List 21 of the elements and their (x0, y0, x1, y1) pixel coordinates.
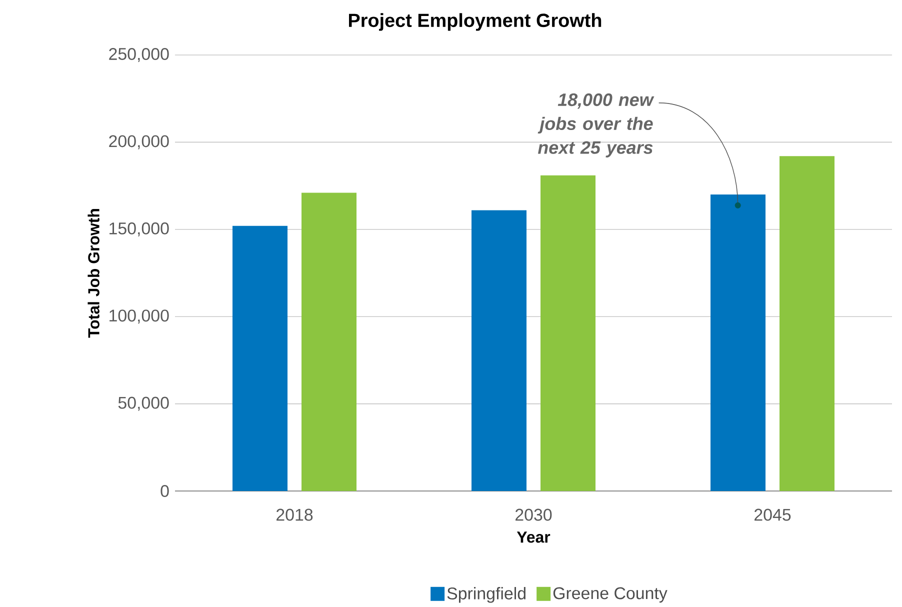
bar (540, 175, 596, 491)
bar (472, 210, 527, 491)
chart-title: Project Employment Growth (349, 13, 602, 31)
bar (710, 194, 766, 491)
x-axis-title: Year (516, 532, 550, 543)
legend-label: Springfield (447, 587, 526, 603)
annotation: 18,000 new jobs over the next 25 years (538, 93, 654, 158)
y-axis-title: Total Job Growth (88, 209, 100, 338)
x-tick-label: 2045 (754, 508, 791, 521)
legend-label: Greene County (553, 587, 668, 603)
y-tick-label: 0 (160, 485, 169, 497)
y-tick-label: 150,000 (110, 222, 169, 236)
y-tick-label: 200,000 (109, 135, 169, 150)
bar (302, 192, 357, 491)
y-tick-label: 50,000 (118, 396, 169, 411)
y-tick-label: 100,000 (110, 310, 169, 324)
bar (232, 226, 288, 491)
bar (780, 156, 835, 491)
y-tick-label: 250,000 (109, 48, 169, 62)
x-tick-label: 2030 (516, 508, 552, 521)
x-tick-label: 2018 (276, 508, 313, 521)
